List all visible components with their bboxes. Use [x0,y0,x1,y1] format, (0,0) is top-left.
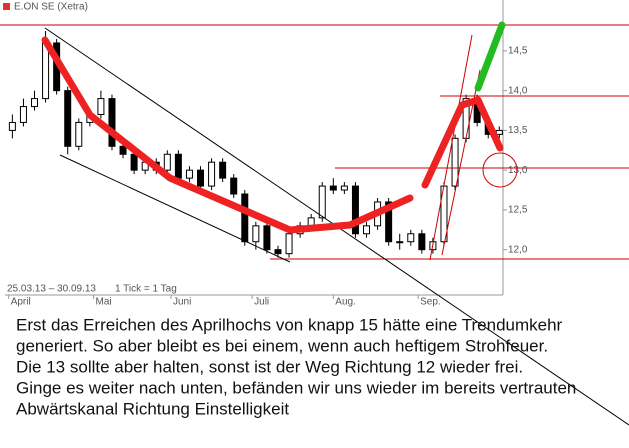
candle-body [351,185,359,235]
channel-line [59,154,291,263]
comment: Erst das Erreichen des Aprilhochs von kn… [16,315,576,418]
chart-title: E.ON SE (Xetra) [14,2,88,13]
candle-body [418,233,426,251]
tick-note: 1 Tick = 1 Tag [115,284,177,295]
x-tick-label: Sep. [420,297,441,308]
annotations [0,21,629,426]
candle-body [208,161,216,187]
y-tick-label: 14,5 [508,46,528,57]
candle-body [263,225,271,251]
drawn-arrow [474,21,506,92]
y-tick-label: 14,0 [508,85,528,96]
candle-body [42,42,50,100]
circle-mark [482,152,518,188]
candle-body [75,121,83,147]
candle-body [197,169,205,187]
x-tick-label: Mai [96,297,112,308]
drawn-path [421,96,504,189]
date-range: 25.03.13 – 30.09.13 [7,284,96,295]
comment-line: generiert. So aber bleibt es bei einem, … [16,336,548,355]
y-tick-label: 13,5 [508,125,528,136]
x-tick-label: April [11,297,31,308]
comment-line: Abwärtskanal Richtung Einstelligkeit [16,399,289,418]
candle-body [31,98,39,108]
comment-line: Die 13 sollte aber halten, sonst ist der… [16,357,523,376]
candle-body [163,153,171,171]
title-icon [3,3,10,10]
comment-line: Ginge es weiter nach unten, befänden wir… [16,378,576,397]
candle-body [318,185,326,219]
y-tick-label: 12,5 [508,205,528,216]
candle-body [8,121,16,131]
candle-body [230,177,238,195]
x-tick-label: Juni [173,297,191,308]
x-tick-label: Aug. [335,297,356,308]
candle-body [108,98,116,147]
candle-body [274,249,282,255]
candle-body [340,185,348,191]
candle-body [241,193,249,243]
candle-body [329,185,337,191]
candle-body [407,233,415,243]
candle-body [174,153,182,179]
candle-body [64,90,72,147]
candle-body [451,137,459,187]
trend-line [429,34,473,261]
x-tick-label: Juli [254,297,269,308]
candle-body [119,145,127,155]
candle-body [97,98,105,116]
candle-body [19,106,27,123]
candle-body [396,241,404,244]
candle-body [385,201,393,243]
candle-body [252,225,260,243]
candle-body [130,153,138,171]
candle-body [185,169,193,179]
comment-line: Erst das Erreichen des Aprilhochs von kn… [16,315,563,334]
y-tick-label: 12,0 [508,244,528,255]
y-tick-label: 13,0 [508,165,528,176]
candle-body [363,225,371,235]
candle-body [285,233,293,255]
drawn-path [41,36,414,234]
candle-body [219,161,227,179]
